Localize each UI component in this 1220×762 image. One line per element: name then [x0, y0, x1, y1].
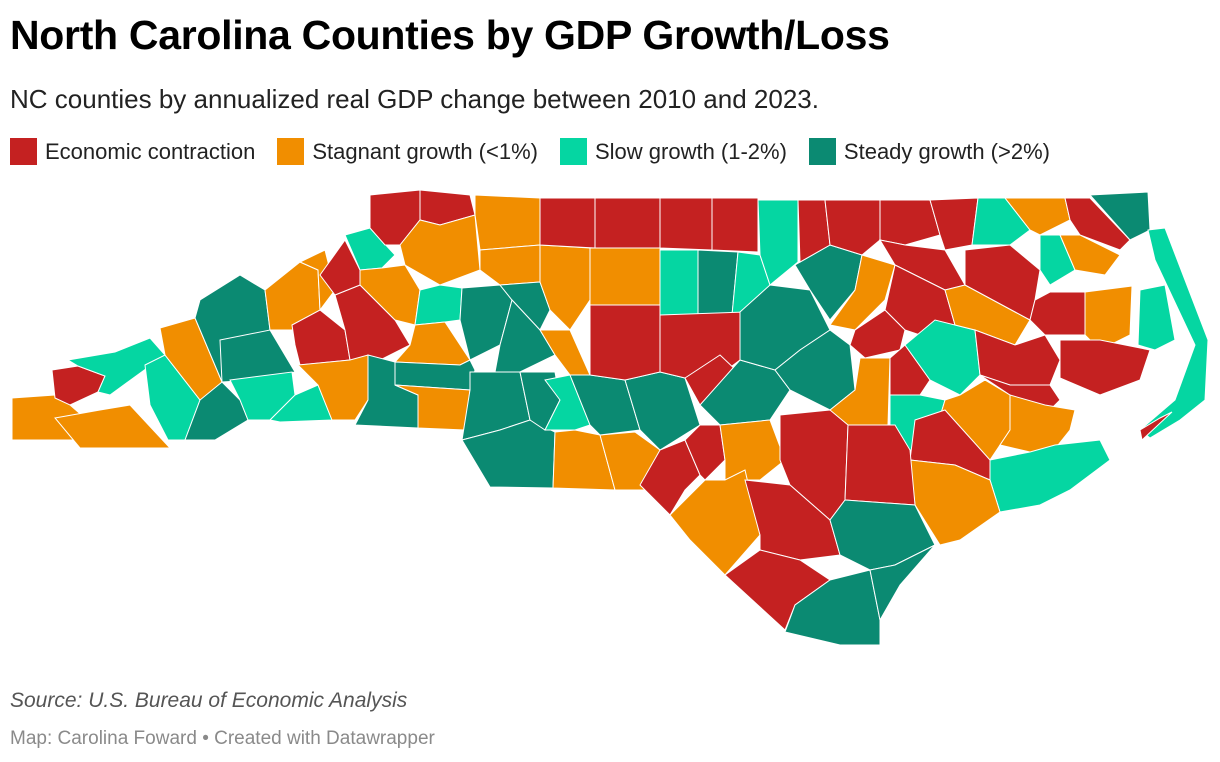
- legend-swatch-steady: [808, 138, 836, 165]
- chart-subtitle: NC counties by annualized real GDP chang…: [10, 84, 819, 114]
- county-region[interactable]: [298, 249, 336, 312]
- county-region[interactable]: [719, 419, 786, 481]
- county-region[interactable]: [744, 479, 841, 561]
- county-region[interactable]: [774, 329, 856, 411]
- legend-label-contraction: Economic contraction: [45, 138, 256, 164]
- nc-county-map: [11, 189, 1209, 646]
- county-region[interactable]: [344, 227, 396, 271]
- county-region[interactable]: [54, 404, 172, 449]
- county-region[interactable]: [414, 284, 463, 326]
- county-region[interactable]: [499, 281, 551, 331]
- county-region[interactable]: [1139, 411, 1173, 441]
- credit-note: Map: Carolina Foward • Created with Data…: [10, 728, 435, 749]
- county-region[interactable]: [909, 459, 1001, 546]
- legend-swatch-slow: [559, 138, 587, 165]
- legend-swatch-contraction: [10, 138, 37, 165]
- county-region[interactable]: [889, 344, 931, 396]
- county-region[interactable]: [1064, 197, 1131, 251]
- county-region[interactable]: [589, 247, 661, 306]
- county-region[interactable]: [757, 199, 799, 286]
- legend-label-stagnant: Stagnant growth (<1%): [312, 138, 538, 164]
- county-region[interactable]: [659, 197, 713, 251]
- county-region[interactable]: [824, 199, 881, 256]
- legend-item-slow: Slow growth (1-2%): [559, 138, 787, 165]
- county-region[interactable]: [539, 197, 596, 249]
- county-region[interactable]: [1029, 291, 1086, 336]
- county-region[interactable]: [594, 197, 661, 249]
- legend-item-contraction: Economic contraction: [10, 138, 255, 165]
- chart-title: North Carolina Counties by GDP Growth/Lo…: [10, 12, 890, 58]
- county-region[interactable]: [1139, 227, 1209, 439]
- county-region[interactable]: [474, 194, 541, 251]
- legend-swatch-stagnant: [277, 138, 305, 165]
- county-region[interactable]: [697, 249, 739, 316]
- legend-label-steady: Steady growth (>2%): [843, 138, 1050, 164]
- county-region[interactable]: [479, 244, 541, 286]
- county-region[interactable]: [394, 384, 471, 431]
- county-region[interactable]: [869, 544, 936, 622]
- county-region[interactable]: [844, 424, 916, 506]
- legend: Economic contraction Stagnant growth (<1…: [10, 138, 1072, 165]
- county-region[interactable]: [66, 337, 166, 396]
- county-region[interactable]: [989, 439, 1111, 513]
- county-region[interactable]: [1003, 197, 1071, 236]
- legend-item-stagnant: Stagnant growth (<1%): [277, 138, 538, 165]
- county-region[interactable]: [539, 244, 591, 331]
- legend-label-slow: Slow growth (1-2%): [594, 138, 787, 164]
- county-region[interactable]: [1059, 234, 1121, 276]
- legend-item-steady: Steady growth (>2%): [808, 138, 1050, 165]
- county-region[interactable]: [1059, 339, 1151, 396]
- county-region[interactable]: [879, 199, 941, 246]
- county-region[interactable]: [971, 197, 1031, 246]
- county-region[interactable]: [399, 214, 481, 286]
- county-region[interactable]: [711, 197, 759, 253]
- county-region[interactable]: [296, 354, 369, 421]
- county-region[interactable]: [929, 197, 979, 251]
- county-region[interactable]: [659, 249, 699, 316]
- county-region[interactable]: [1039, 234, 1076, 286]
- source-note: Source: U.S. Bureau of Economic Analysis: [10, 689, 408, 712]
- county-region[interactable]: [1137, 284, 1176, 351]
- county-region[interactable]: [589, 304, 661, 381]
